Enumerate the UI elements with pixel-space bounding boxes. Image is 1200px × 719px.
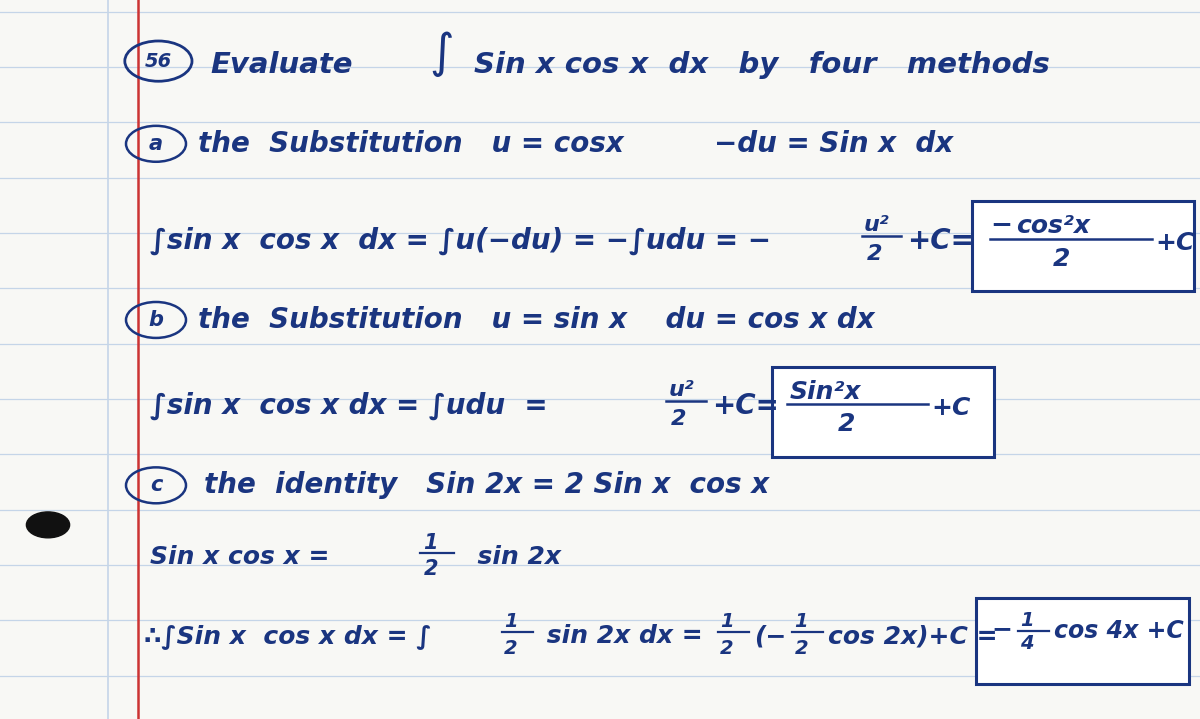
Text: 1: 1 [424, 533, 438, 553]
Text: 2: 2 [424, 559, 438, 580]
FancyBboxPatch shape [972, 201, 1194, 291]
Text: the  Substitution   u = sin x    du = cos x dx: the Substitution u = sin x du = cos x dx [198, 306, 875, 334]
Text: cos 4x +C: cos 4x +C [1054, 618, 1183, 643]
Text: 1: 1 [1020, 611, 1033, 630]
Text: 2: 2 [1052, 247, 1069, 271]
FancyBboxPatch shape [772, 367, 994, 457]
Text: Sin x cos x  dx   by   four   methods: Sin x cos x dx by four methods [474, 51, 1050, 78]
Text: Evaluate: Evaluate [210, 51, 353, 78]
Text: 2: 2 [866, 244, 882, 264]
Text: ∫: ∫ [430, 31, 455, 77]
Text: 1: 1 [794, 613, 808, 631]
Text: a: a [149, 134, 163, 154]
Text: ∫sin x  cos x dx = ∫udu  =: ∫sin x cos x dx = ∫udu = [150, 392, 557, 421]
Text: 4: 4 [1020, 634, 1033, 653]
Text: +C=: +C= [712, 393, 779, 420]
Text: 2: 2 [671, 409, 686, 429]
Text: 2: 2 [720, 639, 733, 658]
Text: c: c [150, 475, 162, 495]
FancyBboxPatch shape [976, 598, 1189, 684]
Text: 1: 1 [720, 613, 733, 631]
Text: sin 2x: sin 2x [460, 545, 560, 569]
Text: sin 2x dx =: sin 2x dx = [538, 624, 712, 649]
Text: −: − [990, 214, 1012, 239]
Text: −du = Sin x  dx: −du = Sin x dx [714, 130, 953, 157]
Text: 2: 2 [504, 639, 517, 658]
Text: cos²x: cos²x [1016, 214, 1091, 239]
Text: Sin x cos x =: Sin x cos x = [150, 545, 338, 569]
Text: ∫sin x  cos x  dx = ∫u(−du) = −∫udu = −: ∫sin x cos x dx = ∫u(−du) = −∫udu = − [150, 226, 772, 255]
Text: u²: u² [668, 380, 694, 400]
Text: the  Substitution   u = cosx: the Substitution u = cosx [198, 130, 624, 157]
Text: b: b [149, 310, 163, 330]
Text: Sin²x: Sin²x [790, 380, 862, 404]
Text: −: − [991, 617, 1013, 641]
Text: 56: 56 [145, 52, 172, 70]
Text: cos 2x)+C =: cos 2x)+C = [828, 624, 997, 649]
Text: +C: +C [931, 396, 971, 421]
Text: 2: 2 [794, 639, 808, 658]
Text: 1: 1 [504, 613, 517, 631]
Circle shape [26, 512, 70, 538]
Text: 2: 2 [838, 412, 854, 436]
Text: the  identity   Sin 2x = 2 Sin x  cos x: the identity Sin 2x = 2 Sin x cos x [204, 472, 769, 499]
Text: +C=: +C= [907, 227, 974, 255]
Text: ∴∫Sin x  cos x dx = ∫: ∴∫Sin x cos x dx = ∫ [144, 624, 432, 649]
Text: u²: u² [864, 215, 889, 235]
Text: +C: +C [1156, 231, 1195, 255]
Text: (−: (− [754, 624, 786, 649]
